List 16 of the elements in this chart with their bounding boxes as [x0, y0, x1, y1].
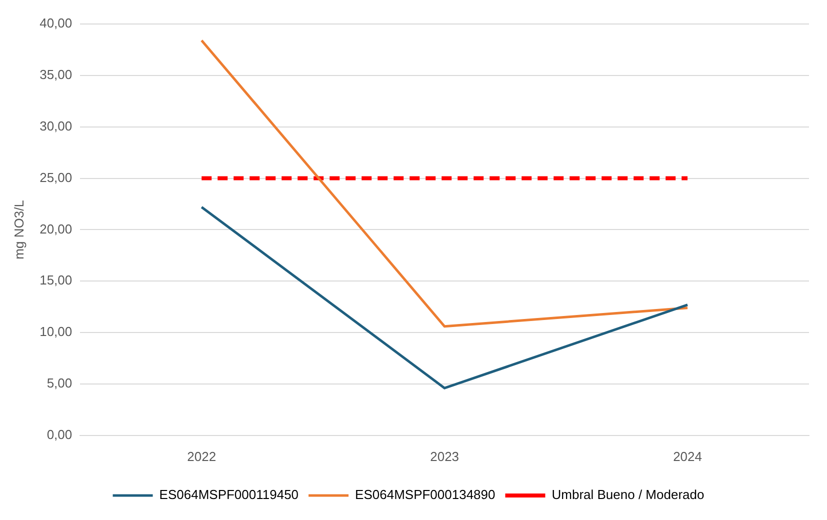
x-tick-label: 2022 — [187, 448, 216, 464]
x-tick-label: 2024 — [673, 448, 702, 464]
y-tick-label: 40,00 — [40, 16, 72, 31]
y-tick-label: 5,00 — [46, 376, 72, 391]
y-tick-label: 25,00 — [40, 170, 72, 185]
x-tick-label: 2023 — [430, 448, 460, 464]
y-tick-label: 35,00 — [40, 67, 72, 82]
legend-label: ES064MSPF000119450 — [159, 487, 299, 502]
y-tick-label: 0,00 — [46, 426, 72, 442]
legend-label: ES064MSPF000134890 — [355, 487, 496, 502]
y-tick-label: 15,00 — [40, 272, 72, 288]
legend-label: Umbral Bueno / Moderado — [552, 487, 704, 502]
y-tick-label: 10,00 — [40, 324, 72, 340]
y-axis-title: mg NO3/L — [11, 200, 26, 260]
y-tick-label: 30,00 — [40, 118, 72, 134]
y-tick-label: 20,00 — [40, 221, 72, 236]
